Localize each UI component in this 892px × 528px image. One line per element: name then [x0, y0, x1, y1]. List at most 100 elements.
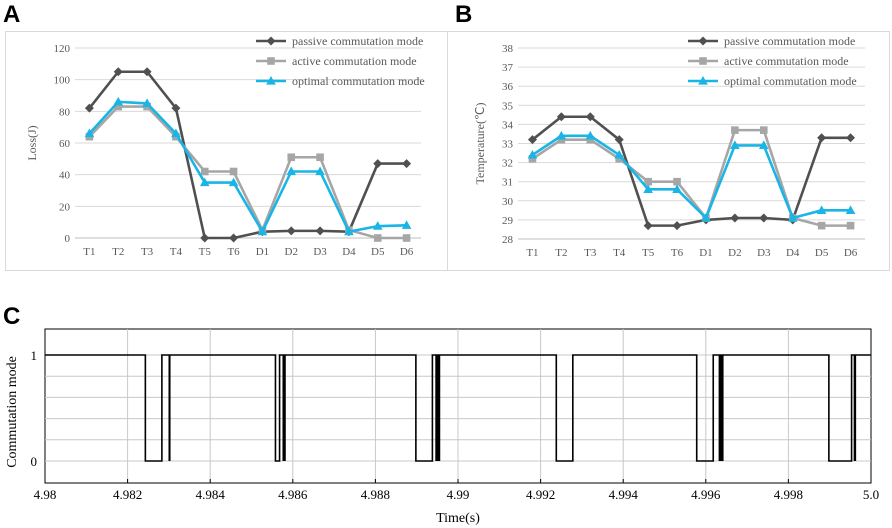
chart-c-xtick-label: 4.98 [34, 487, 57, 502]
chart-b-series-1-point [643, 221, 653, 231]
chart-b-ytick-label: 29 [502, 215, 514, 227]
chart-b-ytick-label: 34 [502, 119, 514, 131]
chart-a-series-3-point [171, 128, 181, 138]
chart-b-series-2-point [731, 126, 739, 134]
chart-a-xtick-label: D2 [285, 246, 298, 258]
chart-b-xtick-label: T4 [613, 247, 626, 259]
chart-a-series-3-point [84, 128, 95, 138]
chart-a-series-1-point [200, 233, 210, 243]
chart-a-legend-marker-3 [266, 76, 276, 85]
chart-c-xtick-label: 4.994 [609, 487, 639, 502]
chart-b-series-1-point [585, 112, 595, 122]
chart-b-series-line-1 [531, 115, 851, 227]
chart-b-legend-marker-3 [698, 76, 708, 85]
chart-b-series-2-point [586, 135, 595, 144]
chart-c-xtick-label: 4.982 [113, 487, 142, 502]
chart-a-series-1-point [171, 103, 181, 113]
chart-c-x-axis-label: Time(s) [436, 511, 480, 526]
chart-b-legend-marker-2 [699, 57, 707, 65]
chart-b-series-1-point [817, 133, 827, 143]
chart-b-ytick-label: 30 [502, 196, 514, 208]
chart-b-xtick-label: T3 [584, 247, 597, 259]
chart-c-xtick-label: 4.988 [361, 487, 390, 502]
chart-c-ytick-label: 0 [31, 454, 38, 469]
chart-b-series-1-point [672, 221, 682, 231]
chart-c-pulse-burst [282, 355, 286, 461]
chart-b-series-2-point [644, 177, 652, 186]
chart-a-series-line-1 [88, 70, 407, 240]
chart-b-series-3-point [787, 212, 798, 222]
chart-b-series-1-point [730, 213, 740, 223]
chart-a-series-3-point [372, 221, 383, 230]
chart-a-series-line-3 [88, 100, 407, 235]
chart-b-legend-label-3: optimal commutation mode [724, 74, 857, 88]
chart-b-series-1-point [527, 135, 537, 145]
chart-b-series-3-point [730, 140, 740, 150]
chart-c: 4.98 4.982 4.984 4.986 4.988 4.99 4.992 4.994 4.… [5, 328, 879, 526]
chart-b-series-line-3 [531, 134, 851, 221]
chart-b-ytick-label: 33 [502, 139, 514, 151]
chart-a-series-1-point [402, 159, 412, 169]
chart-b-series-2-point [557, 135, 566, 144]
chart-a-series-3-point [142, 98, 152, 108]
chart-a-legend-marker-2 [267, 57, 275, 65]
chart-a-ytick-label: 60 [59, 138, 71, 150]
chart-a-xtick-label: D5 [371, 246, 385, 258]
panel-label-a: A [3, 1, 20, 28]
chart-a-y-axis-label: Loss(J) [25, 125, 39, 160]
chart-a-series-2-point [114, 102, 123, 111]
chart-a-ytick-label: 120 [54, 43, 71, 55]
chart-b-ytick-label: 38 [502, 43, 514, 55]
chart-a-xtick-label: T3 [141, 246, 154, 258]
chart-a-ytick-label: 40 [59, 170, 71, 182]
chart-c-xtick-label: 4.998 [774, 487, 803, 502]
chart-c-xtick-label: 4.986 [278, 487, 308, 502]
chart-b-series-2-point [846, 221, 855, 230]
chart-b-series-3-point [758, 140, 769, 150]
chart-a-legend-label-3: optimal commutation mode [292, 74, 425, 88]
chart-c-pulse-burst [168, 355, 171, 461]
chart-b-ytick-label: 37 [502, 62, 514, 74]
chart-a-series-1-point [373, 159, 383, 169]
chart-a-xtick-label: D3 [313, 246, 327, 258]
chart-b-xtick-label: D1 [699, 247, 712, 259]
chart-b-legend-label-1: passive commutation mode [724, 34, 855, 48]
chart-b-xtick-label: D6 [844, 247, 858, 259]
chart-a-series-3-point [113, 96, 124, 106]
chart-b-xtick-label: D4 [786, 247, 800, 259]
chart-a-legend-label-2: active commutation mode [292, 54, 417, 68]
chart-a-series-2-point [316, 153, 324, 162]
chart-a-series-2-point [373, 234, 382, 242]
chart-b-ytick-label: 35 [502, 100, 514, 112]
chart-b-ytick-label: 31 [502, 177, 513, 189]
chart-b-legend-label-2: active commutation mode [724, 54, 849, 68]
chart-c-xtick-label: 4.984 [196, 487, 226, 502]
chart-b-series-2-point [615, 154, 624, 163]
chart-a-xtick-label: D6 [400, 246, 414, 258]
chart-c-pulse-burst [435, 355, 441, 461]
chart-b-series-3-point [585, 130, 596, 140]
chart-b-xtick-label: T2 [555, 247, 567, 259]
chart-c-xtick-label: 4.992 [526, 487, 555, 502]
chart-b-xtick-label: T5 [642, 247, 655, 259]
chart-b-series-3-point [527, 149, 538, 159]
chart-c-ytick-label: 1 [31, 348, 38, 363]
chart-b-series-2-point [528, 154, 537, 163]
chart-a-ytick-label: 100 [54, 75, 71, 87]
chart-b-series-3-point [701, 212, 711, 222]
chart-a-ytick-label: 80 [59, 106, 71, 118]
chart-a-series-1-point [84, 103, 94, 113]
panel-label-c: C [3, 303, 20, 330]
chart-a-series-1-point [142, 67, 152, 77]
chart-b-series-2-point [817, 221, 826, 230]
chart-b: 28 29 30 31 32 33 34 35 36 37 38 T1 T2 T3 T4 T5 T6 D1 D2 D3… [473, 34, 865, 259]
chart-a-series-line-2 [88, 105, 407, 240]
chart-b-series-2-point [759, 126, 768, 134]
chart-a-series-1-point [315, 226, 325, 236]
chart-b-xtick-label: T1 [526, 247, 538, 259]
chart-b-frame [447, 31, 890, 271]
chart-c-signal-line [45, 354, 871, 462]
chart-b-xtick-label: D3 [757, 247, 771, 259]
chart-c-xtick-label: 4.996 [691, 487, 721, 502]
